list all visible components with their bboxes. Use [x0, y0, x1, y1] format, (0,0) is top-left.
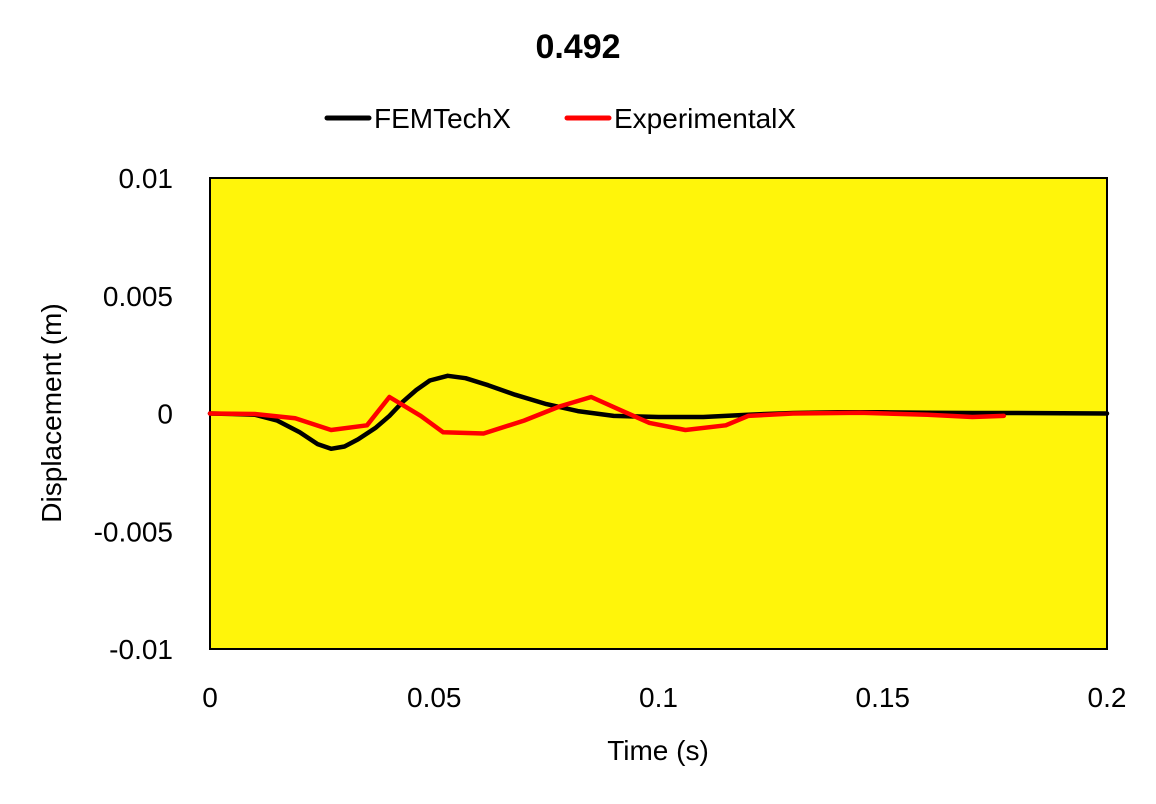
chart-title: 0.492	[535, 28, 620, 66]
y-tick-label: 0	[157, 399, 173, 430]
y-tick-label: 0.01	[119, 163, 174, 194]
x-tick-label: 0.15	[856, 682, 911, 713]
legend: FEMTechX ExperimentalX	[324, 103, 796, 134]
series-line-experimentalx	[207, 394, 1007, 436]
y-tick-label: -0.01	[109, 634, 173, 665]
y-axis-title: Displacement (m)	[36, 303, 67, 522]
legend-label-experimentalx: ExperimentalX	[614, 103, 796, 134]
x-tick-label: 0.2	[1088, 682, 1127, 713]
legend-label-femtechx: FEMTechX	[374, 103, 511, 134]
y-axis-ticks: 0.01 0.005 0 -0.005 -0.01	[94, 163, 173, 665]
y-tick-label: -0.005	[94, 516, 173, 547]
x-tick-label: 0	[202, 682, 218, 713]
x-axis-title: Time (s)	[607, 735, 709, 766]
x-tick-label: 0.05	[407, 682, 462, 713]
y-tick-label: 0.005	[103, 281, 173, 312]
x-axis-ticks: 0 0.05 0.1 0.15 0.2	[202, 682, 1126, 713]
series-layer	[207, 373, 1110, 452]
x-tick-label: 0.1	[639, 682, 678, 713]
